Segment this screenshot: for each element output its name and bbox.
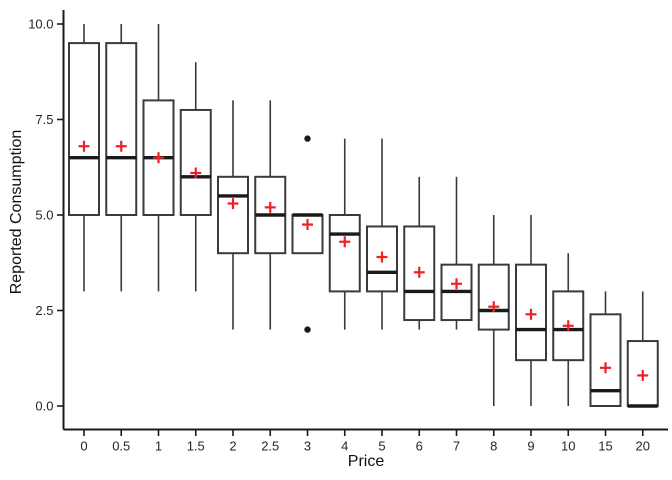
box-price-2	[217, 175, 249, 255]
x-tick-label: 3	[304, 439, 311, 454]
box-price-8	[477, 263, 510, 331]
x-tick-label: 1	[155, 439, 162, 454]
x-tick-label: 6	[416, 439, 423, 454]
x-tick-label: 20	[636, 439, 650, 454]
outlier-point	[304, 326, 311, 333]
box-price-5	[366, 225, 398, 293]
x-tick-label: 8	[490, 439, 497, 454]
y-tick-label: 10.0	[28, 17, 53, 32]
x-tick-label: 15	[598, 439, 612, 454]
box-price-4	[328, 214, 361, 293]
x-axis-title: Price	[347, 453, 385, 470]
x-tick-label: 2.5	[261, 439, 279, 454]
y-tick-label: 7.5	[35, 112, 53, 127]
x-tick-label: 9	[527, 439, 534, 454]
x-tick-label: 5	[378, 439, 385, 454]
x-tick-label: 0	[80, 439, 87, 454]
x-tick-label: 2	[229, 439, 236, 454]
y-tick-label: 5.0	[35, 208, 53, 223]
x-tick-label: 10	[561, 439, 575, 454]
box-price-1.5	[179, 108, 212, 216]
y-axis-title: Reported Consumption	[8, 129, 25, 295]
y-tick-label: 0.0	[35, 399, 53, 414]
x-tick-label: 7	[453, 439, 460, 454]
box-price-0	[68, 42, 100, 216]
x-tick-label: 0.5	[112, 439, 130, 454]
x-tick-label: 4	[341, 439, 348, 454]
outlier-point	[304, 135, 311, 142]
y-tick-label: 2.5	[35, 303, 53, 318]
box-price-0.5	[105, 42, 138, 216]
x-tick-label: 1.5	[187, 439, 205, 454]
